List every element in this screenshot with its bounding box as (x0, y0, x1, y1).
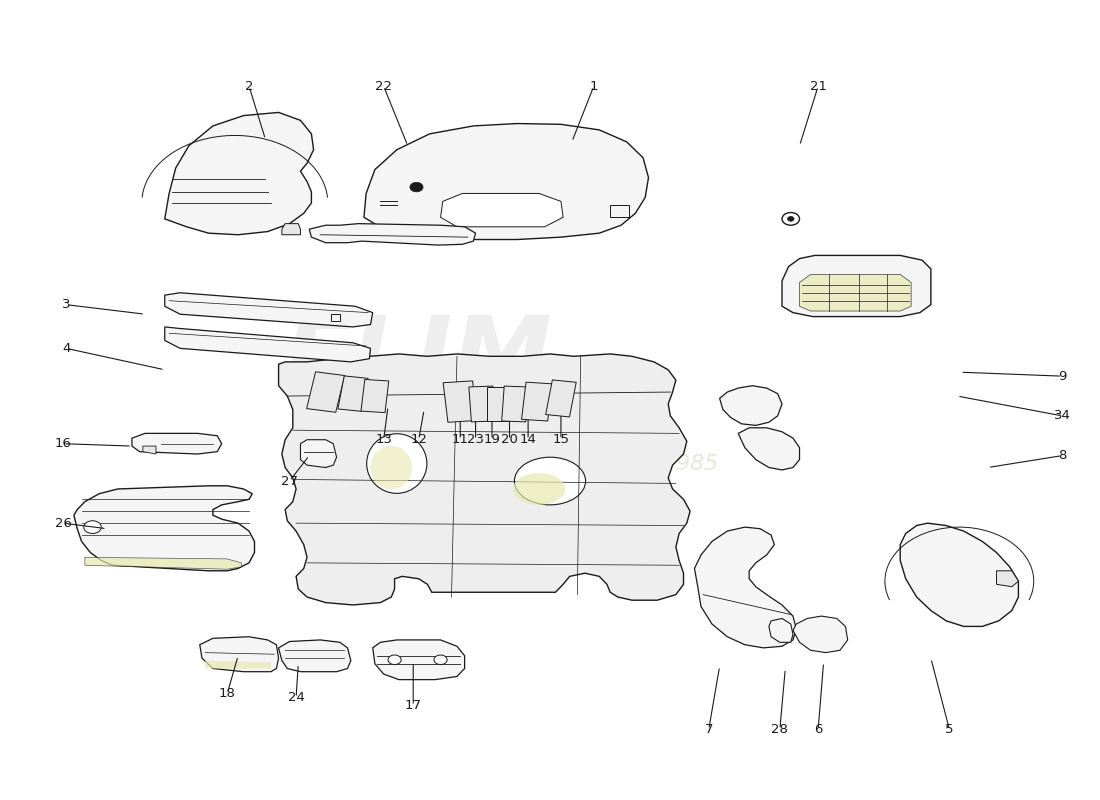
Ellipse shape (515, 457, 585, 505)
Text: 16: 16 (55, 437, 72, 450)
FancyBboxPatch shape (486, 387, 508, 421)
Text: 27: 27 (280, 474, 298, 487)
Polygon shape (282, 224, 300, 234)
Text: 12: 12 (410, 434, 427, 446)
Circle shape (388, 655, 401, 665)
Text: 21: 21 (810, 80, 826, 93)
Text: 20: 20 (502, 434, 518, 446)
Text: 3: 3 (62, 298, 70, 311)
Polygon shape (769, 618, 793, 642)
Text: 4: 4 (62, 342, 70, 355)
Polygon shape (800, 274, 911, 311)
Circle shape (782, 213, 800, 226)
Polygon shape (793, 616, 848, 653)
Polygon shape (132, 434, 222, 454)
Polygon shape (165, 293, 373, 327)
Circle shape (84, 521, 101, 534)
Text: 28: 28 (771, 723, 789, 736)
Text: 8: 8 (1058, 449, 1066, 462)
Text: 7: 7 (704, 723, 713, 736)
Polygon shape (610, 206, 629, 218)
Polygon shape (74, 486, 254, 571)
Text: 9: 9 (1058, 370, 1066, 382)
Text: 34: 34 (1054, 410, 1070, 422)
Text: a passion for parts since 1985: a passion for parts since 1985 (382, 454, 718, 474)
Text: 18: 18 (219, 687, 235, 701)
Polygon shape (441, 194, 563, 227)
FancyBboxPatch shape (443, 381, 477, 422)
Text: 15: 15 (552, 434, 570, 446)
Polygon shape (782, 255, 931, 317)
Text: 22: 22 (375, 80, 392, 93)
Circle shape (434, 655, 447, 665)
Polygon shape (165, 327, 371, 362)
Text: 1: 1 (590, 80, 598, 93)
Text: 6: 6 (814, 723, 823, 736)
Polygon shape (143, 446, 156, 454)
FancyBboxPatch shape (469, 386, 495, 422)
Text: 24: 24 (288, 691, 305, 705)
Polygon shape (206, 661, 271, 669)
FancyBboxPatch shape (307, 372, 344, 412)
FancyBboxPatch shape (521, 382, 552, 421)
Polygon shape (331, 314, 340, 321)
Text: 19: 19 (484, 434, 500, 446)
Text: 2: 2 (245, 80, 253, 93)
FancyBboxPatch shape (361, 379, 388, 413)
Ellipse shape (366, 434, 427, 494)
Text: 17: 17 (405, 699, 421, 712)
Polygon shape (738, 428, 800, 470)
Polygon shape (278, 640, 351, 672)
FancyBboxPatch shape (546, 380, 576, 417)
Text: 26: 26 (55, 517, 72, 530)
Polygon shape (900, 523, 1019, 626)
Polygon shape (165, 113, 314, 234)
Polygon shape (364, 123, 649, 239)
Circle shape (410, 182, 424, 192)
Circle shape (788, 217, 794, 222)
Text: 14: 14 (519, 434, 537, 446)
Text: 23: 23 (468, 434, 484, 446)
Ellipse shape (371, 446, 412, 490)
Polygon shape (278, 354, 690, 605)
FancyBboxPatch shape (338, 376, 368, 411)
Polygon shape (997, 571, 1019, 586)
Polygon shape (694, 527, 796, 648)
Text: 13: 13 (375, 434, 392, 446)
Text: ELIM: ELIM (284, 312, 553, 409)
Text: 5: 5 (945, 723, 954, 736)
FancyBboxPatch shape (502, 386, 528, 422)
Polygon shape (300, 440, 337, 467)
Polygon shape (373, 640, 464, 680)
Polygon shape (85, 558, 241, 570)
Polygon shape (719, 386, 782, 426)
Polygon shape (200, 637, 278, 672)
Text: 11: 11 (452, 434, 469, 446)
Ellipse shape (513, 473, 565, 505)
Polygon shape (309, 224, 475, 245)
